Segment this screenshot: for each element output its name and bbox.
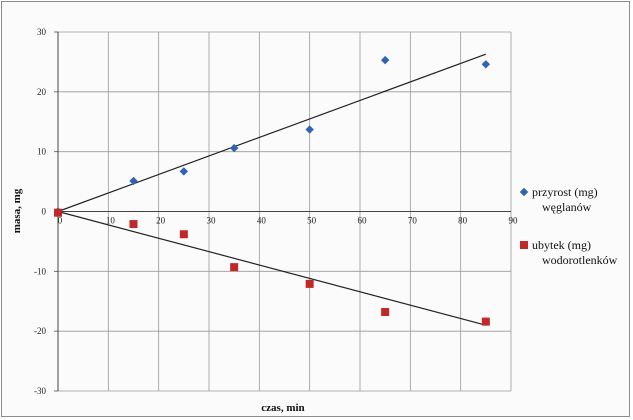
- x-tick-label: 80: [458, 216, 468, 226]
- data-point-series-2: [381, 308, 390, 317]
- legend-marker-series-2: [520, 241, 528, 249]
- data-point-series-2: [179, 230, 188, 239]
- data-points: [53, 55, 491, 326]
- y-tick-label: 0: [42, 207, 47, 217]
- trendlines: [57, 53, 487, 326]
- data-point-series-1: [380, 55, 390, 65]
- legend-label: węglanów: [542, 200, 592, 214]
- data-point-series-1: [179, 167, 189, 176]
- x-tick-label: 30: [207, 216, 217, 226]
- data-point-series-2: [54, 208, 62, 217]
- x-tick-label: 40: [257, 216, 267, 226]
- data-point-series-1: [229, 143, 239, 153]
- y-tick-label: 20: [37, 87, 47, 97]
- x-tick-label: 50: [307, 216, 317, 226]
- data-point-series-1: [129, 176, 138, 186]
- y-tick-label: 10: [37, 147, 47, 157]
- data-point-series-2: [230, 263, 239, 272]
- y-tick-label: 30: [37, 27, 47, 37]
- trendline-series-1: [57, 53, 487, 213]
- data-point-series-2: [481, 317, 490, 326]
- x-axis-title: czas, min: [261, 402, 304, 414]
- axes: [54, 31, 511, 392]
- tick-labels: 0 10 20 30 40 50 60 70 80 90 30 20 10 0 -10 -20 -30: [34, 27, 518, 396]
- legend-label: wodorotlenków: [542, 253, 618, 267]
- legend-label: przyrost (mg): [532, 185, 598, 199]
- x-tick-label: 0: [58, 216, 63, 226]
- x-tick-label: 70: [408, 216, 418, 226]
- y-tick-label: -20: [34, 326, 46, 336]
- y-tick-label: -30: [34, 386, 46, 396]
- data-point-series-2: [305, 279, 314, 288]
- y-axis-title: masa, mg: [11, 188, 23, 233]
- legend-label: ubytek (mg): [532, 238, 591, 252]
- y-tick-label: -10: [34, 266, 46, 276]
- x-tick-label: 10: [106, 216, 116, 226]
- trendline-series-2: [57, 210, 486, 326]
- legend-marker-series-1: [519, 187, 529, 197]
- data-point-series-2: [129, 220, 138, 229]
- data-point-series-1: [305, 125, 314, 134]
- x-tick-label: 60: [358, 216, 368, 226]
- data-point-series-1: [481, 60, 491, 69]
- x-tick-label: 20: [156, 216, 166, 226]
- x-tick-label: 90: [509, 216, 519, 226]
- legend: przyrost (mg)węglanów ubytek (mg)wodorotl…: [519, 185, 618, 267]
